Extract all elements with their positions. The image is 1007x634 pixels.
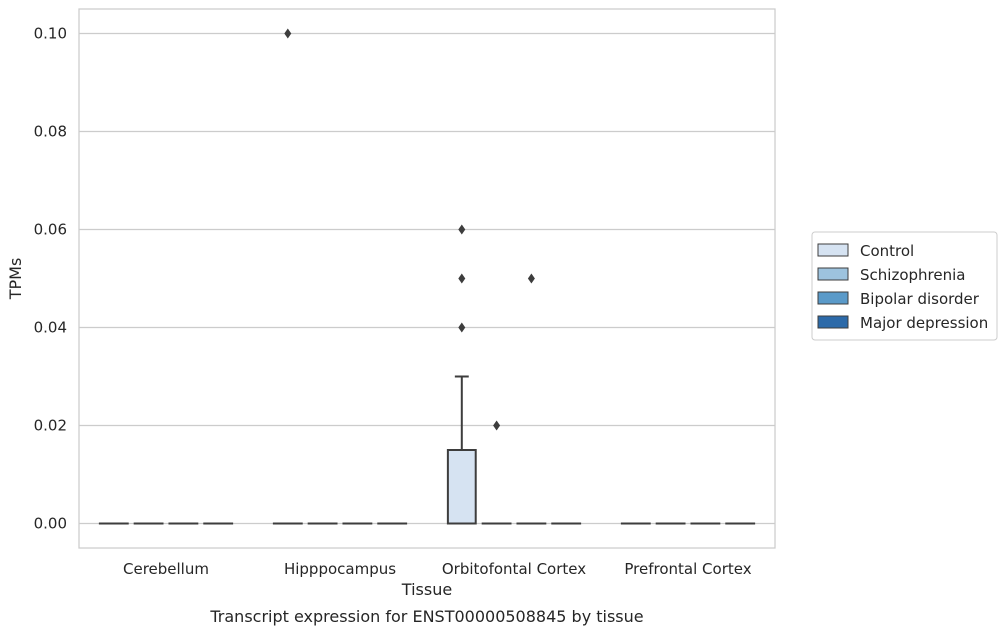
x-tick-label: Cerebellum	[123, 560, 209, 578]
outlier-point	[458, 322, 466, 333]
legend: Control Schizophrenia Bipolar disorder Majo…	[811, 231, 998, 341]
y-axis-label: TPMs	[6, 258, 25, 301]
legend-label: Schizophrenia	[860, 266, 965, 284]
outlier-point	[493, 420, 501, 431]
outlier-point	[458, 273, 466, 284]
outlier-point	[527, 273, 535, 284]
y-tick-label: 0.02	[34, 417, 67, 435]
box-layer	[98, 28, 756, 525]
plot-frame	[78, 8, 776, 549]
legend-swatch	[817, 243, 849, 257]
chart-caption: Transcript expression for ENST0000050884…	[209, 607, 643, 626]
x-tick-label: Orbitofontal Cortex	[442, 560, 586, 578]
y-tick-labels: 0.00 0.02 0.04 0.06 0.08 0.10	[34, 25, 67, 533]
x-tick-labels: Cerebellum Hipppocampus Orbitofontal Corte…	[123, 560, 752, 578]
grid-layer	[79, 32, 775, 525]
outlier-point	[284, 28, 292, 39]
x-tick-label: Prefrontal Cortex	[624, 560, 751, 578]
y-tick-label: 0.06	[34, 221, 67, 239]
legend-swatch	[817, 291, 849, 305]
outlier-point	[458, 224, 466, 235]
legend-label: Control	[860, 242, 914, 260]
box-schizophrenia	[481, 420, 512, 525]
y-tick-label: 0.10	[34, 25, 67, 43]
box-control	[272, 28, 303, 525]
x-axis-label: Tissue	[401, 580, 452, 599]
box-bipolar-disorder	[516, 273, 547, 525]
y-tick-label: 0.00	[34, 515, 67, 533]
box-body	[446, 449, 477, 525]
box-control	[446, 224, 477, 525]
legend-label: Major depression	[860, 314, 988, 332]
legend-swatch	[817, 315, 849, 329]
y-tick-label: 0.08	[34, 123, 67, 141]
legend-label: Bipolar disorder	[860, 290, 980, 308]
legend-frame	[811, 231, 998, 341]
legend-swatch	[817, 267, 849, 281]
y-tick-label: 0.04	[34, 319, 67, 337]
x-tick-label: Hipppocampus	[284, 560, 396, 578]
